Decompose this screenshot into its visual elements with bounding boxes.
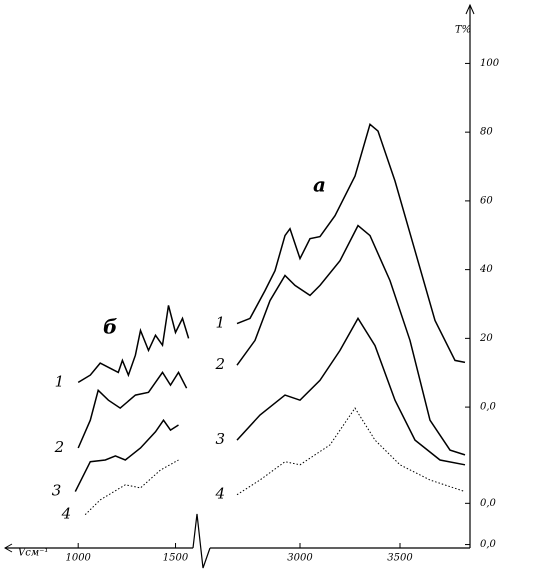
spectrum-line: [78, 372, 186, 448]
curve-label: 3: [52, 482, 62, 500]
page: {"chart_data": {"type": "line", "y_label…: [0, 0, 560, 575]
curve-label: 4: [61, 505, 72, 523]
y-tick-label: 0,0: [480, 402, 497, 413]
x-tick-label: 1000: [65, 553, 91, 564]
curve-label: 1: [215, 314, 225, 332]
x-tick-label: 3500: [387, 553, 413, 564]
y-axis-label: T%: [455, 25, 471, 36]
spectrum-line: [85, 460, 178, 515]
spectrum-line: [237, 318, 465, 464]
curve-label: 1: [55, 372, 65, 390]
axis-break: [193, 514, 210, 568]
y-tick-label: 80: [480, 127, 493, 138]
y-tick-label: 20: [479, 333, 493, 344]
x-tick-label: 3000: [287, 553, 313, 564]
curve-label: 2: [214, 355, 225, 373]
y-tick-label: 60: [480, 195, 493, 206]
spectrum-line: [237, 124, 465, 362]
spectrum-line: [237, 226, 465, 455]
y-tick-label: 0,0: [480, 539, 497, 550]
chart: T% Vсм⁻¹ 100 80 60 40 20 0,0 0,0 0,0 1000 1500 б 1 2…: [0, 0, 560, 575]
curve-label: 2: [54, 438, 65, 456]
curve-label: 4: [214, 485, 225, 503]
y-tick-label: 0,0: [480, 498, 497, 509]
curve-label: 3: [215, 430, 225, 448]
group-label: б: [103, 315, 117, 339]
y-tick-label: 40: [479, 264, 493, 275]
spectrum-line: [78, 305, 188, 382]
spectrum-line: [75, 420, 178, 491]
group-label: а: [313, 173, 326, 197]
y-tick-label: 100: [480, 58, 500, 69]
x-tick-label: 1500: [163, 553, 189, 564]
x-axis-label: Vсм⁻¹: [18, 548, 48, 559]
